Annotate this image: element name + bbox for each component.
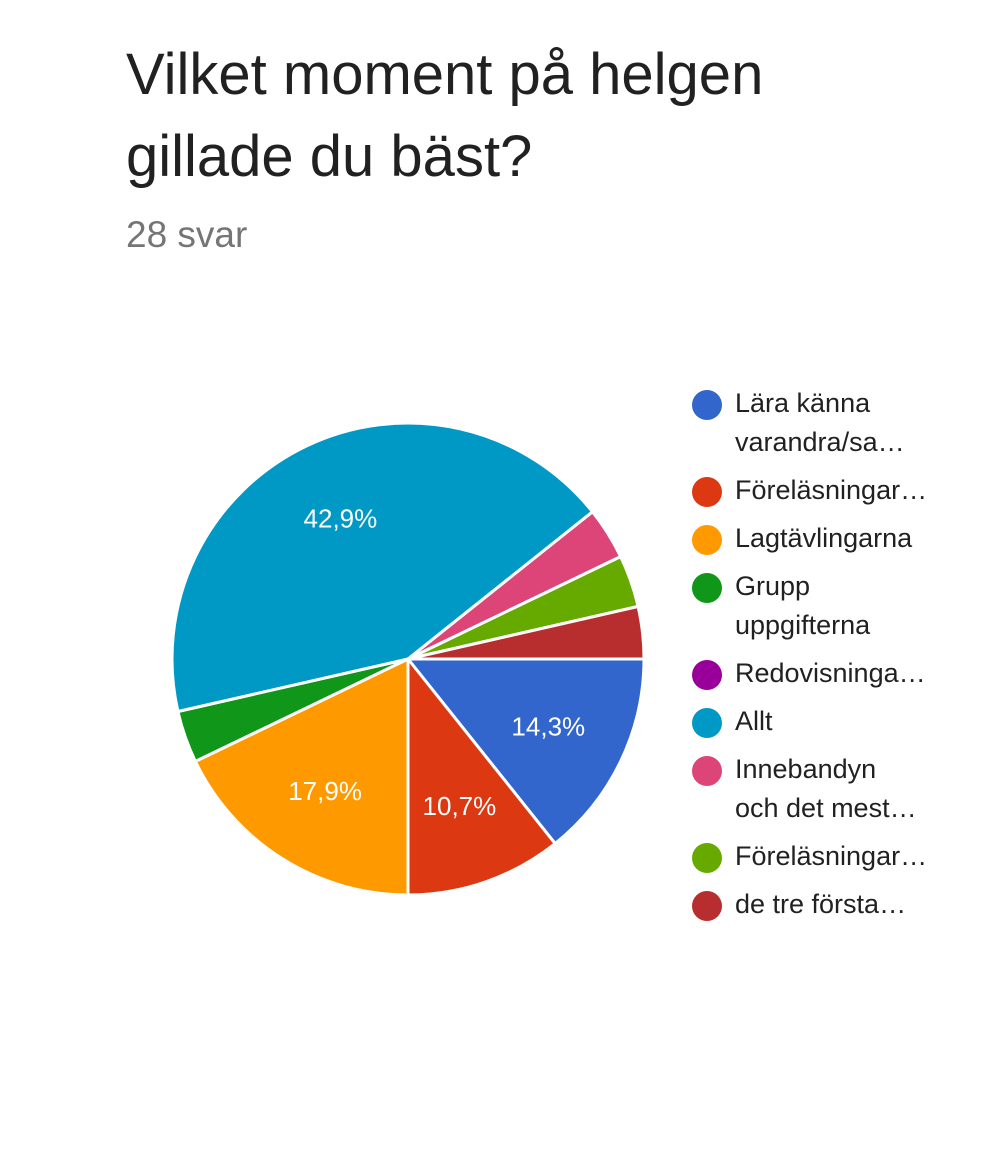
legend-label-line: Innebandyn (735, 754, 877, 784)
slice-percent-label: 17,9% (288, 776, 362, 806)
legend-label-line: Lagtävlingarna (735, 523, 913, 553)
pie-slice[interactable] (406, 604, 646, 661)
legend-label-line: de tre första… (735, 889, 907, 919)
legend-label: Föreläsningar… (735, 837, 992, 876)
legend-swatch-icon (692, 525, 722, 555)
legend-item[interactable]: Innebandyn och det mest… (692, 750, 992, 828)
legend-label: Allt (735, 702, 992, 741)
chart-legend: Lära känna varandra/sa… Föreläsningar… Lagt… (692, 384, 992, 933)
legend-label-line: Föreläsningar… (735, 841, 928, 871)
legend-label: Redovisninga… (735, 654, 992, 693)
legend-label: Lagtävlingarna (735, 519, 992, 558)
legend-label: Föreläsningar… (735, 471, 992, 510)
legend-item[interactable]: Föreläsningar… (692, 471, 992, 510)
legend-label-line: Grupp (735, 571, 811, 601)
legend-label: de tre första… (735, 885, 992, 924)
legend-label: Innebandyn och det mest… (735, 750, 992, 828)
legend-label-line: Föreläsningar… (735, 475, 928, 505)
legend-item[interactable]: Lagtävlingarna (692, 519, 992, 558)
legend-label: Grupp uppgifterna (735, 567, 992, 645)
legend-item[interactable]: Allt (692, 702, 992, 741)
pie-slice[interactable] (406, 657, 557, 897)
legend-swatch-icon (692, 477, 722, 507)
slice-percent-label: 42,9% (304, 504, 378, 534)
legend-swatch-icon (692, 843, 722, 873)
legend-label-line: Allt (735, 706, 773, 736)
chart-title: Vilket moment på helgen gillade du bäst? (126, 42, 764, 189)
legend-label-line: och det mest… (735, 793, 917, 823)
legend-label-line: Redovisninga… (735, 658, 926, 688)
legend-item[interactable]: de tre första… (692, 885, 992, 924)
legend-label-line: uppgifterna (735, 610, 871, 640)
response-count: 28 svar (126, 214, 248, 255)
pie-slice[interactable] (193, 657, 410, 897)
legend-label: Lära känna varandra/sa… (735, 384, 992, 462)
legend-item[interactable]: Föreläsningar… (692, 837, 992, 876)
legend-swatch-icon (692, 390, 722, 420)
legend-swatch-icon (692, 756, 722, 786)
slice-percent-label: 14,3% (511, 712, 585, 742)
pie-slice[interactable] (170, 421, 595, 714)
legend-item[interactable]: Lära känna varandra/sa… (692, 384, 992, 462)
legend-swatch-icon (692, 708, 722, 738)
legend-label-line: Lära känna (735, 388, 871, 418)
pie-slice[interactable] (406, 657, 646, 846)
legend-item[interactable]: Grupp uppgifterna (692, 567, 992, 645)
slice-percent-label: 10,7% (423, 791, 497, 821)
legend-swatch-icon (692, 573, 722, 603)
legend-swatch-icon (692, 891, 722, 921)
legend-item[interactable]: Redovisninga… (692, 654, 992, 693)
legend-swatch-icon (692, 660, 722, 690)
legend-label-line: varandra/sa… (735, 427, 905, 457)
